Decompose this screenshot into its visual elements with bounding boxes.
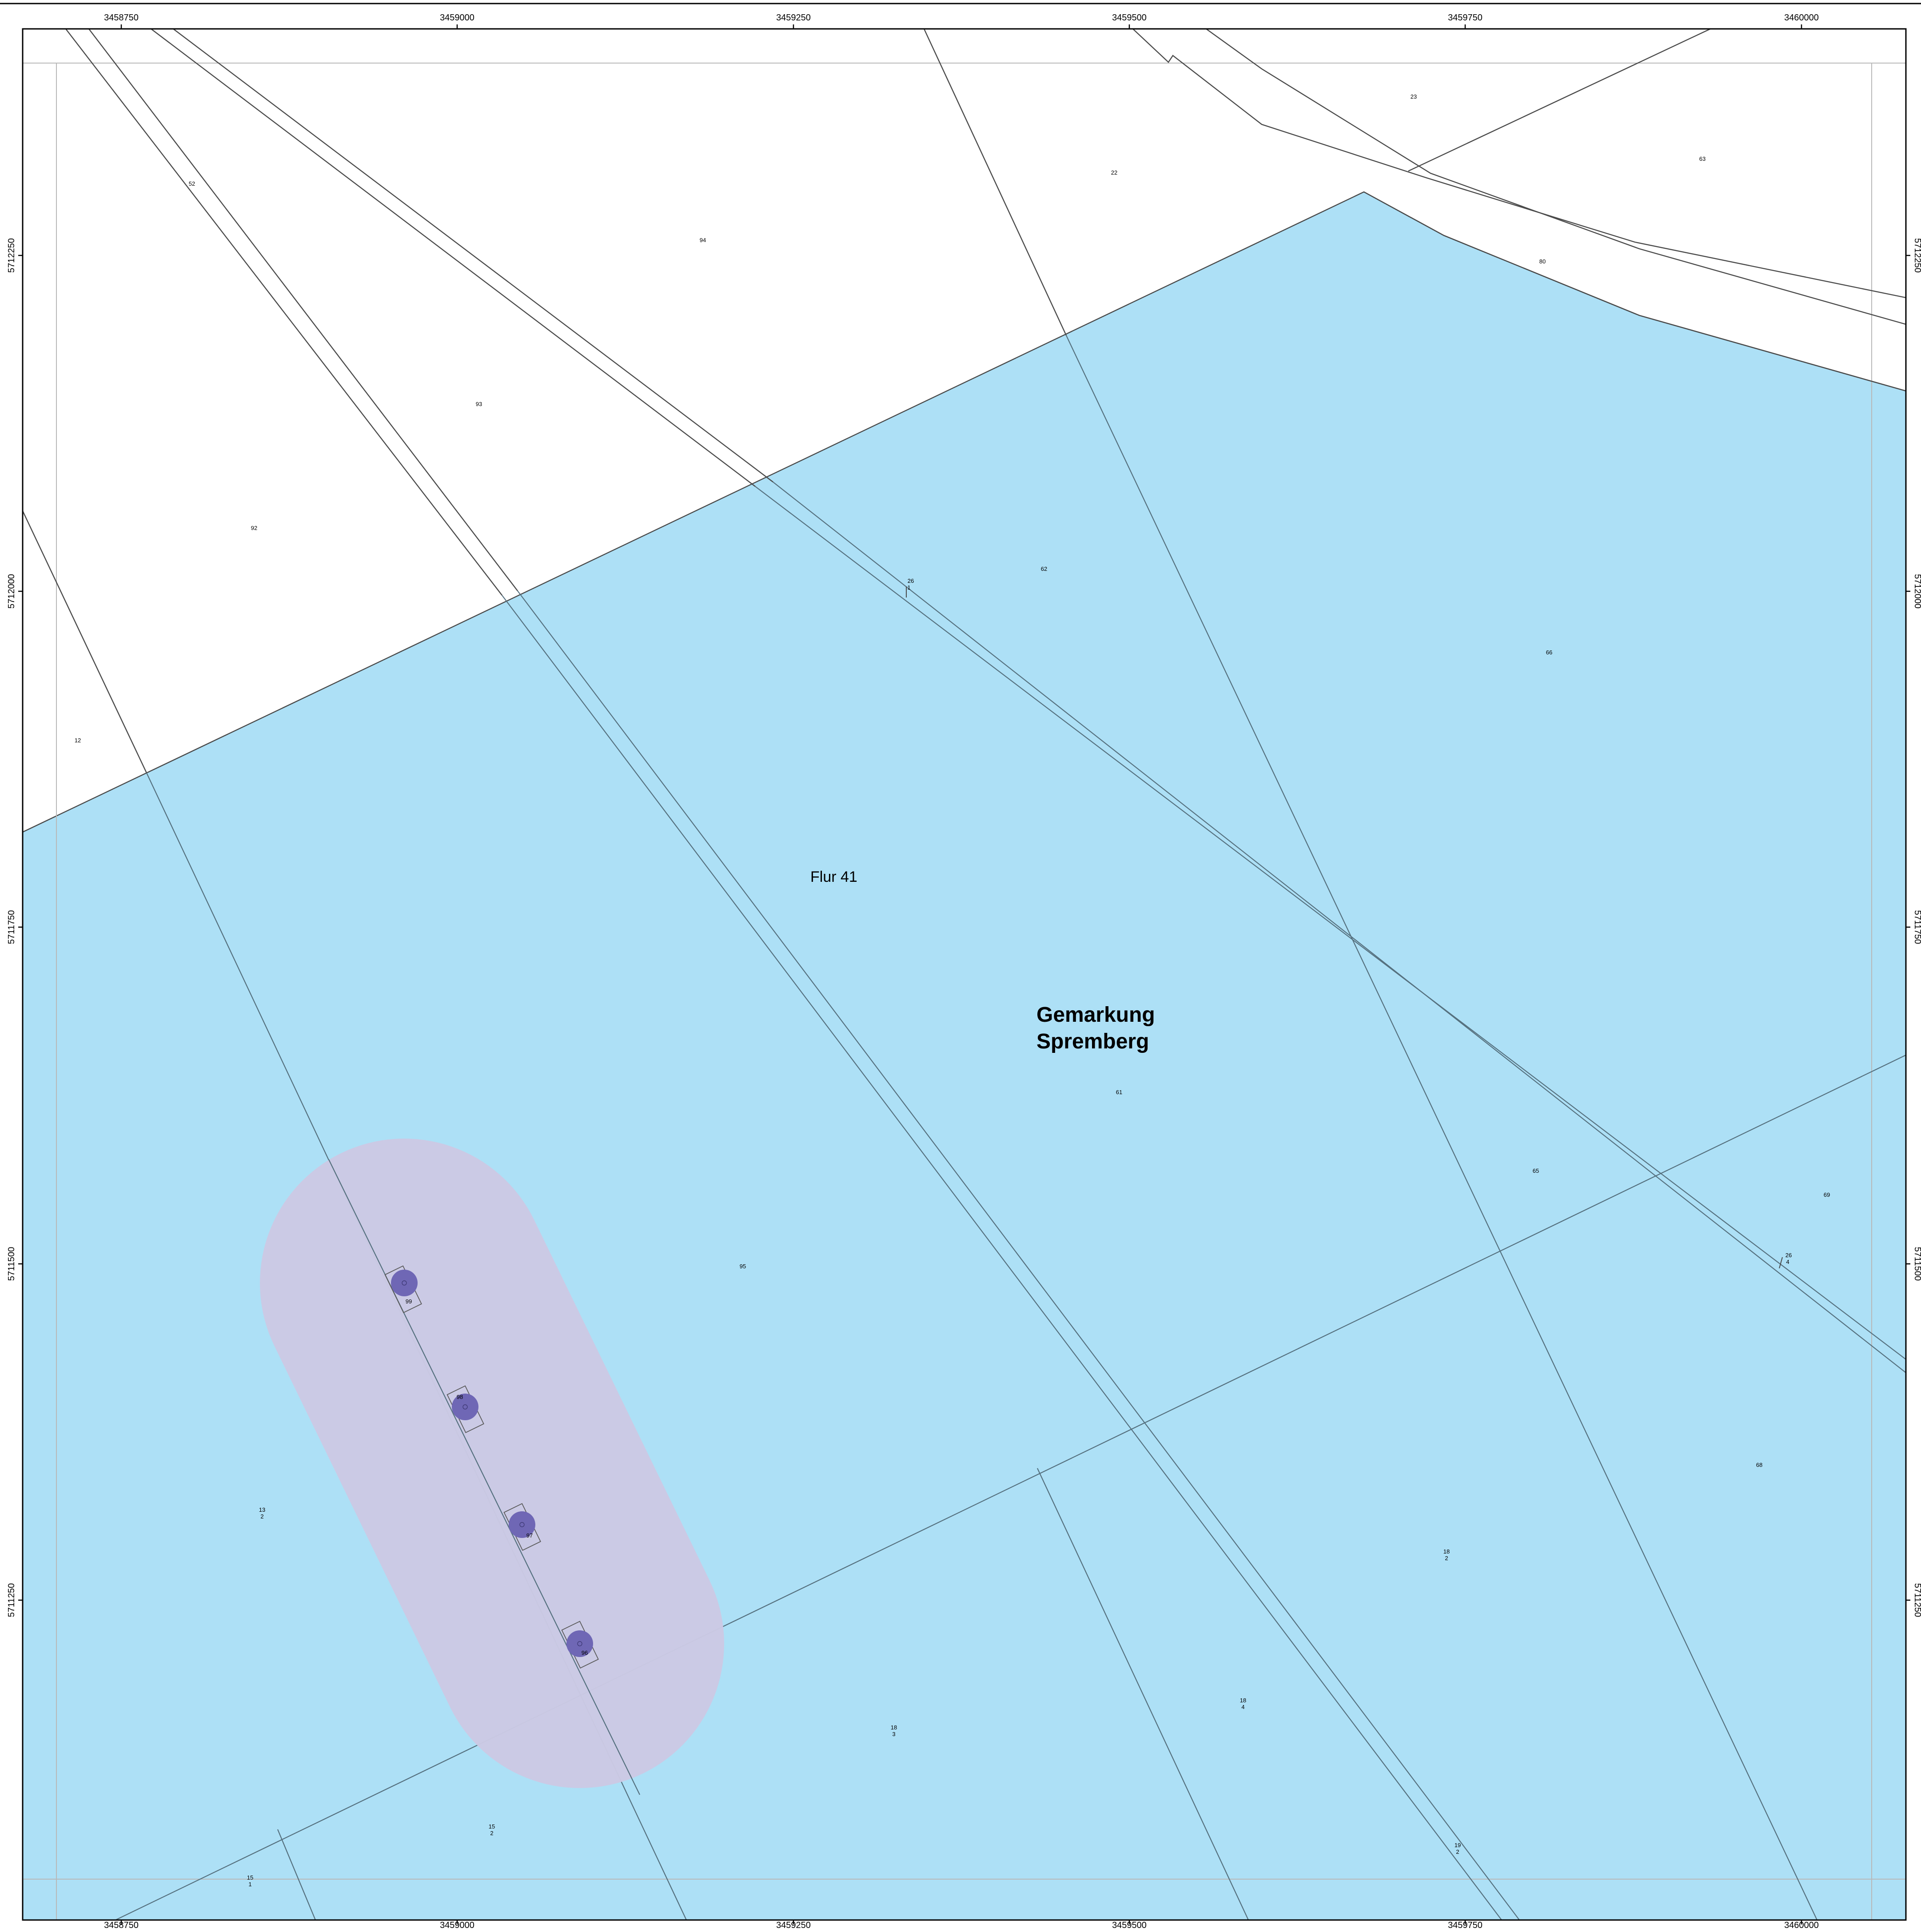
parcel-label: 2 xyxy=(1445,1555,1448,1562)
y-tick-label: 5712250 xyxy=(1913,238,1921,273)
turbine-97[interactable] xyxy=(503,1503,541,1551)
parcel-label: 95 xyxy=(740,1263,746,1270)
parcel-label: 69 xyxy=(1824,1191,1830,1198)
marker-26-4 xyxy=(1779,1257,1783,1269)
gemarkung-name-label: Spremberg xyxy=(1036,1030,1149,1053)
turbine-marker[interactable] xyxy=(452,1394,478,1420)
x-tick-label: 3459500 xyxy=(1112,13,1147,23)
x-tick-label: 3460000 xyxy=(1784,1920,1819,1930)
flur-area xyxy=(22,191,1907,1921)
x-tick-label: 3459250 xyxy=(776,13,811,23)
parcel-label: 1 xyxy=(248,1881,251,1888)
x-axis-labels-bottom: 3458750 3459000 3459250 3459500 3459750 … xyxy=(104,1920,1819,1930)
parcel-label: 97 xyxy=(526,1532,533,1539)
parcel-boundaries-blue xyxy=(115,335,1906,1920)
parcel-boundaries xyxy=(22,28,1906,773)
y-axis-labels-right: 5712250 5712000 5711750 5711500 5711250 xyxy=(1913,238,1921,1617)
parcel-label: 62 xyxy=(1041,566,1047,572)
parcel-label: 18 xyxy=(891,1724,897,1731)
turbine-marker[interactable] xyxy=(391,1270,418,1296)
parcel-label: 1 xyxy=(907,584,910,591)
parcel-label: 15 xyxy=(489,1823,495,1830)
parcel-label: 4 xyxy=(1241,1704,1244,1710)
y-tick-label: 5711250 xyxy=(7,1583,16,1617)
parcel-labels: 52 94 22 23 63 80 93 92 12 26 1 62 66 61… xyxy=(75,93,1830,1888)
parcel-label: 98 xyxy=(457,1394,463,1400)
map-content xyxy=(22,28,1907,1921)
parcel-label: 66 xyxy=(1546,649,1552,656)
parcel-label: 63 xyxy=(1699,155,1706,162)
y-tick-label: 5711500 xyxy=(1913,1247,1921,1281)
parcel-label: 2 xyxy=(490,1830,493,1836)
parcel-label: 26 xyxy=(1785,1252,1792,1259)
turbine-98[interactable] xyxy=(446,1385,484,1433)
y-axis-labels-left: 5712250 5712000 5711750 5711500 5711250 xyxy=(7,238,16,1617)
parcel-label: 22 xyxy=(1111,169,1117,176)
turbine-marker[interactable] xyxy=(566,1630,593,1657)
x-tick-label: 3458750 xyxy=(104,13,139,23)
turbine-buffer-zone xyxy=(260,1139,724,1788)
y-tick-label: 5712250 xyxy=(7,238,16,273)
x-tick-label: 3460000 xyxy=(1784,13,1819,23)
parcel-label: 26 xyxy=(908,578,914,584)
x-tick-label: 3459750 xyxy=(1448,1920,1483,1930)
parcel-label: 96 xyxy=(582,1649,588,1656)
parcel-label: 13 xyxy=(259,1506,265,1513)
axis-ticks xyxy=(18,24,1910,1924)
turbine-99[interactable] xyxy=(384,1265,422,1313)
turbine-96[interactable] xyxy=(561,1621,599,1669)
flur-label: Flur 41 xyxy=(810,868,857,885)
parcel-label: 19 xyxy=(1455,1842,1461,1848)
x-tick-label: 3459500 xyxy=(1112,1920,1147,1930)
parcel-label: 92 xyxy=(251,525,257,531)
parcel-label: 52 xyxy=(189,180,195,187)
parcel-label: 65 xyxy=(1533,1167,1539,1174)
x-axis-labels-top: 3458750 3459000 3459250 3459500 3459750 … xyxy=(104,13,1819,23)
x-tick-label: 3459000 xyxy=(440,1920,474,1930)
x-tick-label: 3458750 xyxy=(104,1920,139,1930)
parcel-label: 12 xyxy=(75,737,81,744)
y-tick-label: 5711750 xyxy=(7,910,16,944)
parcel-label: 94 xyxy=(700,237,706,243)
parcel-label: 68 xyxy=(1756,1462,1762,1468)
parcel-label: 3 xyxy=(892,1731,895,1737)
parcel-label: 80 xyxy=(1539,258,1546,265)
x-tick-label: 3459000 xyxy=(440,13,474,23)
parcel-label: 23 xyxy=(1411,93,1417,100)
y-tick-label: 5712000 xyxy=(1913,574,1921,609)
x-tick-label: 3459250 xyxy=(776,1920,811,1930)
map-frame xyxy=(22,28,1907,1921)
gemarkung-label: Gemarkung xyxy=(1036,1003,1155,1027)
y-tick-label: 5711500 xyxy=(7,1247,16,1281)
y-tick-label: 5711750 xyxy=(1913,910,1921,944)
x-tick-label: 3459750 xyxy=(1448,13,1483,23)
y-tick-label: 5712000 xyxy=(7,574,16,609)
parcel-label: 18 xyxy=(1240,1697,1246,1704)
parcel-label: 61 xyxy=(1116,1089,1122,1095)
y-tick-label: 5711250 xyxy=(1913,1583,1921,1617)
parcel-label: 2 xyxy=(260,1513,263,1520)
turbine-marker[interactable] xyxy=(509,1511,535,1538)
parcel-label: 15 xyxy=(247,1874,253,1881)
parcel-label: 4 xyxy=(1786,1259,1789,1265)
parcel-label: 99 xyxy=(406,1298,412,1305)
parcel-label: 18 xyxy=(1443,1548,1450,1555)
parcel-label: 2 xyxy=(1456,1848,1459,1855)
buffer-parcel-line xyxy=(328,1159,640,1795)
parcel-label: 93 xyxy=(476,401,482,407)
